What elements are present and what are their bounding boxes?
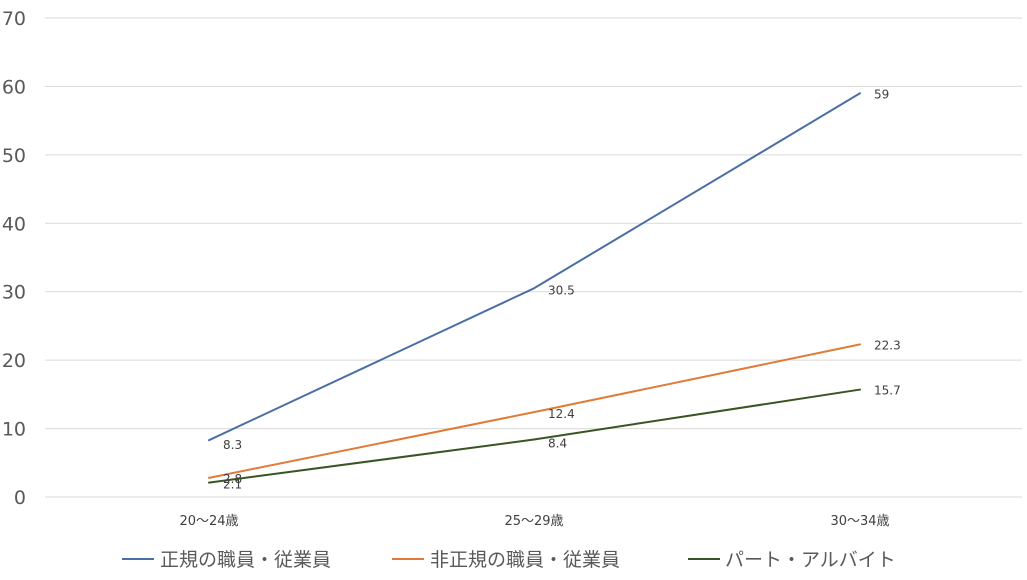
series-line-1 (208, 92, 861, 442)
legend: 正規の職員・従業員 非正規の職員・従業員 パート・アルバイト (122, 549, 896, 571)
legend-label: 正規の職員・従業員 (160, 549, 331, 571)
data-labels: 8.3 30.5 59 2.8 12.4 22.3 2.1 8.4 15.7 (223, 87, 901, 491)
data-label: 15.7 (874, 384, 901, 398)
y-tick-label: 20 (2, 350, 26, 372)
y-tick-label: 60 (2, 76, 26, 98)
legend-item-3: パート・アルバイト (688, 549, 896, 571)
data-label: 12.4 (548, 407, 575, 421)
data-label: 8.3 (223, 438, 242, 452)
series-group (208, 92, 861, 484)
data-label: 8.4 (548, 437, 567, 451)
data-label: 22.3 (874, 338, 901, 352)
series-line-3 (208, 388, 861, 484)
y-tick-label: 30 (2, 282, 26, 304)
legend-label: 非正規の職員・従業員 (430, 549, 620, 571)
y-tick-label: 0 (14, 487, 26, 509)
data-label: 2.8 (223, 472, 242, 486)
legend-item-1: 正規の職員・従業員 (122, 549, 331, 571)
y-axis: 0 10 20 30 40 50 60 70 (2, 8, 26, 509)
data-label: 2.1 (223, 478, 242, 492)
legend-item-2: 非正規の職員・従業員 (392, 549, 620, 571)
x-tick-label: 25～29歳 (504, 514, 563, 529)
y-tick-label: 50 (2, 145, 26, 167)
x-tick-label: 30～34歳 (830, 514, 889, 529)
gridlines (45, 17, 1022, 498)
data-label: 30.5 (548, 283, 575, 297)
y-tick-label: 10 (2, 419, 26, 441)
legend-label: パート・アルバイト (725, 549, 896, 571)
data-label: 59 (874, 87, 889, 101)
y-tick-label: 70 (2, 8, 26, 30)
y-tick-label: 40 (2, 213, 26, 235)
x-axis: 20～24歳 25～29歳 30～34歳 (179, 514, 889, 529)
x-tick-label: 20～24歳 (179, 514, 238, 529)
series-line-2 (208, 343, 861, 479)
